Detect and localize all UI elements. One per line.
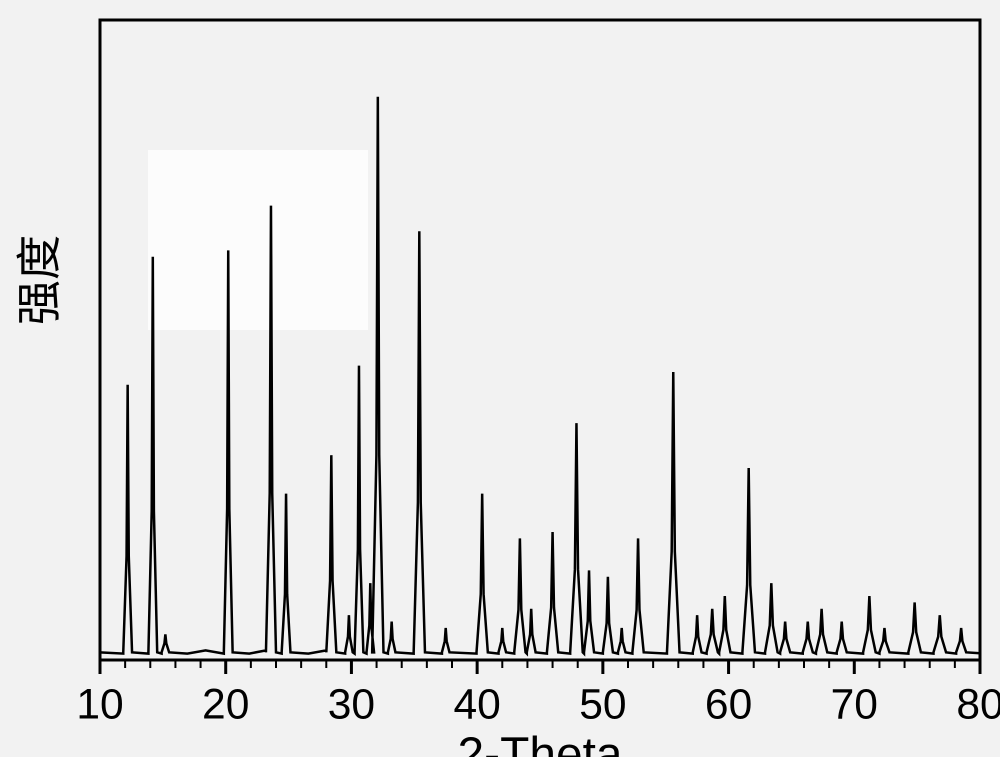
inset-patch bbox=[148, 150, 368, 330]
xrd-chart: 10 20 30 40 50 60 70 80 2-Theta 强度 bbox=[0, 0, 1000, 757]
x-tick-label: 40 bbox=[453, 681, 500, 729]
x-tick-label: 70 bbox=[831, 681, 878, 729]
x-tick-label: 30 bbox=[328, 681, 375, 729]
x-axis-label: 2-Theta bbox=[458, 728, 623, 757]
x-tick-label: 20 bbox=[202, 681, 249, 729]
x-tick-label: 10 bbox=[76, 681, 123, 729]
x-tick-label: 60 bbox=[705, 681, 752, 729]
x-tick-label: 80 bbox=[956, 681, 1000, 729]
x-tick-label: 50 bbox=[579, 681, 626, 729]
y-axis-label: 强度 bbox=[15, 235, 65, 325]
chart-svg: 10 20 30 40 50 60 70 80 2-Theta 强度 bbox=[0, 0, 1000, 757]
